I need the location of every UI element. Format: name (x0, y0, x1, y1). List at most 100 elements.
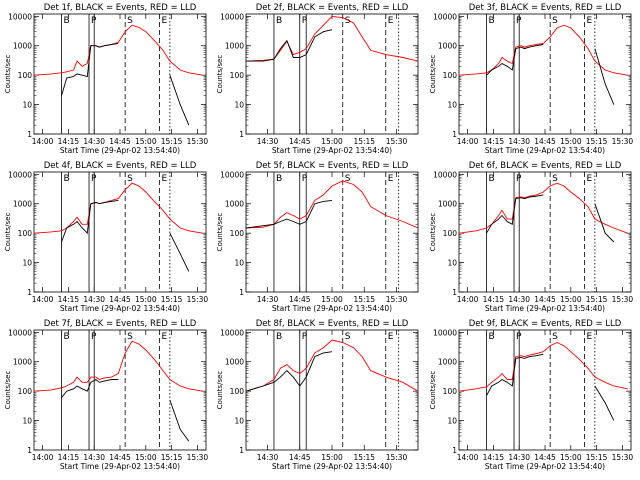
y-tick-label: 10000 (220, 12, 244, 21)
y-tick-label: 1000 (225, 42, 244, 51)
y-axis-label: Counts/sec (4, 55, 12, 94)
y-tick-label: 1000 (225, 358, 244, 367)
y-tick-label: 10 (234, 259, 244, 268)
plot-frame (458, 329, 632, 451)
panel-1: Det 1f, BLACK = Events, RED = LLD 1 10 100 1… (4, 3, 208, 155)
series-lld-line (34, 24, 203, 76)
y-tick-label: 1 (27, 446, 32, 455)
panel-5: Det 5f, BLACK = Events, RED = LLD 1 10 100 1… (216, 161, 419, 313)
panel-title: Det 9f, BLACK = Events, RED = LLD (469, 319, 622, 329)
interval-label: E (162, 16, 168, 26)
y-tick-label: 1 (239, 288, 244, 297)
x-tick-label: 14:00 (457, 137, 479, 146)
x-tick-label: 15:00 (321, 453, 343, 462)
x-tick-label: 14:45 (109, 295, 131, 304)
y-tick-label: 1000 (438, 42, 457, 51)
y-tick-label: 10 (22, 417, 32, 426)
x-tick-label: 15:15 (586, 295, 608, 304)
y-axis-label: Counts/sec (216, 213, 224, 252)
interval-label: E (388, 16, 394, 26)
interval-label: S (345, 174, 351, 184)
x-tick-label: 14:45 (109, 137, 131, 146)
series-lld-line (246, 180, 418, 229)
interval-label: S (127, 174, 133, 184)
interval-label: B (489, 332, 495, 342)
y-tick-label: 100 (18, 71, 33, 80)
interval-label: P (302, 174, 308, 184)
x-tick-label: 14:15 (58, 295, 80, 304)
x-tick-label: 14:30 (257, 453, 279, 462)
interval-label: S (552, 174, 558, 184)
panel-title: Det 1f, BLACK = Events, RED = LLD (44, 3, 197, 13)
interval-label: E (587, 16, 593, 26)
series-events-line (61, 42, 190, 126)
x-axis-label: Start Time (29-Apr-02 13:54:40) (272, 304, 392, 313)
interval-label: S (345, 332, 351, 342)
x-tick-label: 14:45 (534, 295, 556, 304)
x-axis-label: Start Time (29-Apr-02 13:54:40) (60, 462, 180, 471)
y-axis-label: Counts/sec (216, 55, 224, 94)
interval-label: B (276, 174, 282, 184)
y-axis-label: Counts/sec (216, 371, 224, 410)
x-tick-label: 15:30 (386, 453, 408, 462)
interval-label: B (489, 16, 495, 26)
x-tick-label: 14:00 (32, 137, 54, 146)
y-axis-label: Counts/sec (4, 213, 12, 252)
interval-label: E (587, 174, 593, 184)
x-tick-label: 15:15 (353, 137, 375, 146)
interval-label: B (276, 332, 282, 342)
interval-label: E (587, 332, 593, 342)
x-tick-label: 15:00 (321, 295, 343, 304)
x-tick-label: 14:00 (457, 453, 479, 462)
y-tick-label: 1 (239, 130, 244, 139)
x-tick-label: 14:15 (58, 453, 80, 462)
plot-frame (458, 13, 632, 135)
y-tick-label: 100 (230, 229, 245, 238)
y-axis-label: Counts/sec (4, 371, 12, 410)
interval-label: S (552, 16, 558, 26)
series-lld-line (459, 182, 628, 234)
y-tick-label: 100 (18, 387, 33, 396)
plot-frame (33, 171, 207, 293)
x-tick-label: 15:30 (386, 137, 408, 146)
y-tick-label: 10 (447, 417, 457, 426)
x-tick-label: 15:00 (321, 137, 343, 146)
interval-label: B (64, 332, 70, 342)
panel-7: Det 7f, BLACK = Events, RED = LLD 1 10 100 1… (4, 319, 208, 471)
x-tick-label: 15:30 (612, 137, 634, 146)
y-tick-label: 100 (443, 71, 458, 80)
y-tick-label: 1000 (438, 200, 457, 209)
x-tick-label: 14:15 (483, 453, 505, 462)
series-events-line (486, 44, 615, 105)
series-lld-line (34, 340, 203, 392)
y-tick-label: 100 (443, 387, 458, 396)
y-tick-label: 1000 (13, 358, 32, 367)
x-tick-label: 14:30 (508, 295, 530, 304)
x-tick-label: 15:00 (560, 295, 582, 304)
y-tick-label: 10000 (8, 170, 32, 179)
x-tick-label: 15:15 (586, 453, 608, 462)
interval-label: B (489, 174, 495, 184)
y-tick-label: 10 (234, 417, 244, 426)
x-tick-label: 14:45 (289, 295, 311, 304)
y-tick-label: 1 (452, 130, 457, 139)
x-tick-label: 15:00 (135, 295, 157, 304)
y-tick-label: 1000 (438, 358, 457, 367)
x-tick-label: 14:00 (457, 295, 479, 304)
interval-label: S (127, 16, 133, 26)
x-tick-label: 15:15 (161, 137, 183, 146)
plot-frame (33, 13, 207, 135)
interval-label: S (345, 16, 351, 26)
x-tick-label: 14:30 (83, 295, 105, 304)
y-tick-label: 10 (447, 101, 457, 110)
y-tick-label: 10 (447, 259, 457, 268)
x-axis-label: Start Time (29-Apr-02 13:54:40) (485, 304, 605, 313)
x-tick-label: 14:00 (32, 453, 54, 462)
panel-title: Det 5f, BLACK = Events, RED = LLD (256, 161, 409, 171)
series-events-line (486, 194, 615, 243)
y-tick-label: 10 (234, 101, 244, 110)
y-tick-label: 10 (22, 259, 32, 268)
series-events-line (61, 199, 190, 272)
series-lld-line (246, 15, 418, 62)
